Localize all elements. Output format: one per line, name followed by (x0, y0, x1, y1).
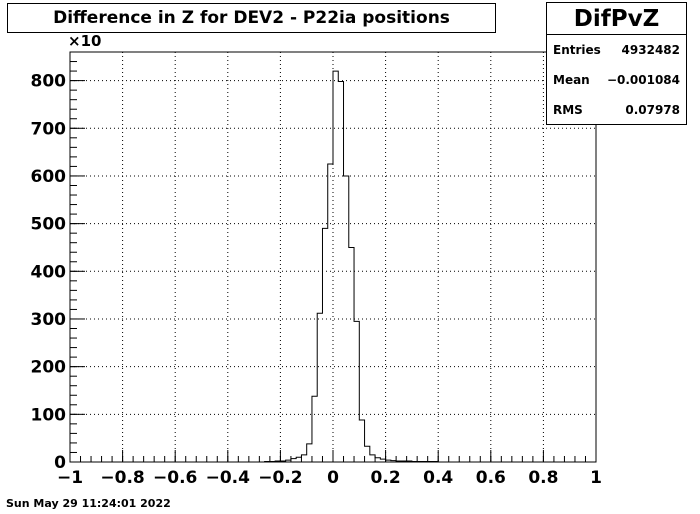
stats-value: 4932482 (621, 43, 680, 57)
y-tick-label: 600 (31, 167, 67, 187)
y-tick-label: 200 (31, 358, 67, 378)
stats-histogram-name: DifPvZ (547, 3, 686, 35)
chart-title: Difference in Z for DEV2 - P22ia positio… (7, 3, 496, 33)
stats-label: Entries (553, 43, 601, 57)
y-tick-label: 100 (31, 405, 67, 425)
x-tick-label: 1 (590, 468, 602, 488)
grid-lines (70, 52, 596, 462)
x-tick-label: 0 (327, 468, 339, 488)
y-tick-label: 0 (54, 453, 66, 473)
x-axis: −1 −0.8 −0.6 −0.4 −0.2 0 0.2 0.4 0.6 0.8 1 (57, 450, 602, 488)
histogram-outline (70, 70, 596, 463)
stats-row-mean: Mean −0.001084 (547, 65, 686, 95)
stats-box: DifPvZ Entries 4932482 Mean −0.001084 RM… (546, 2, 687, 125)
stats-value: −0.001084 (606, 73, 680, 87)
x-tick-label: −1 (57, 468, 83, 488)
x-tick-label: −0.2 (258, 468, 302, 488)
stats-row-rms: RMS 0.07978 (547, 95, 686, 125)
y-axis-exponent-label: ×10 (68, 32, 102, 50)
y-tick-label: 800 (31, 72, 67, 92)
x-tick-label: −0.4 (206, 468, 251, 488)
y-axis: 0 100 200 300 400 500 600 700 800 (31, 51, 85, 473)
stats-row-entries: Entries 4932482 (547, 35, 686, 65)
stats-label: RMS (553, 103, 583, 117)
x-tick-label: 0.2 (371, 468, 401, 488)
x-tick-label: 0.8 (528, 468, 558, 488)
x-tick-label: 0.6 (476, 468, 506, 488)
y-tick-label: 700 (31, 119, 67, 139)
stats-value: 0.07978 (625, 103, 680, 117)
y-tick-label: 300 (31, 310, 67, 330)
stats-label: Mean (553, 73, 590, 87)
x-tick-label: −0.8 (100, 468, 144, 488)
x-tick-label: 0.4 (423, 468, 453, 488)
x-tick-label: −0.6 (153, 468, 197, 488)
timestamp: Sun May 29 11:24:01 2022 (6, 497, 171, 510)
y-tick-label: 400 (31, 262, 67, 282)
y-tick-label: 500 (31, 215, 67, 235)
